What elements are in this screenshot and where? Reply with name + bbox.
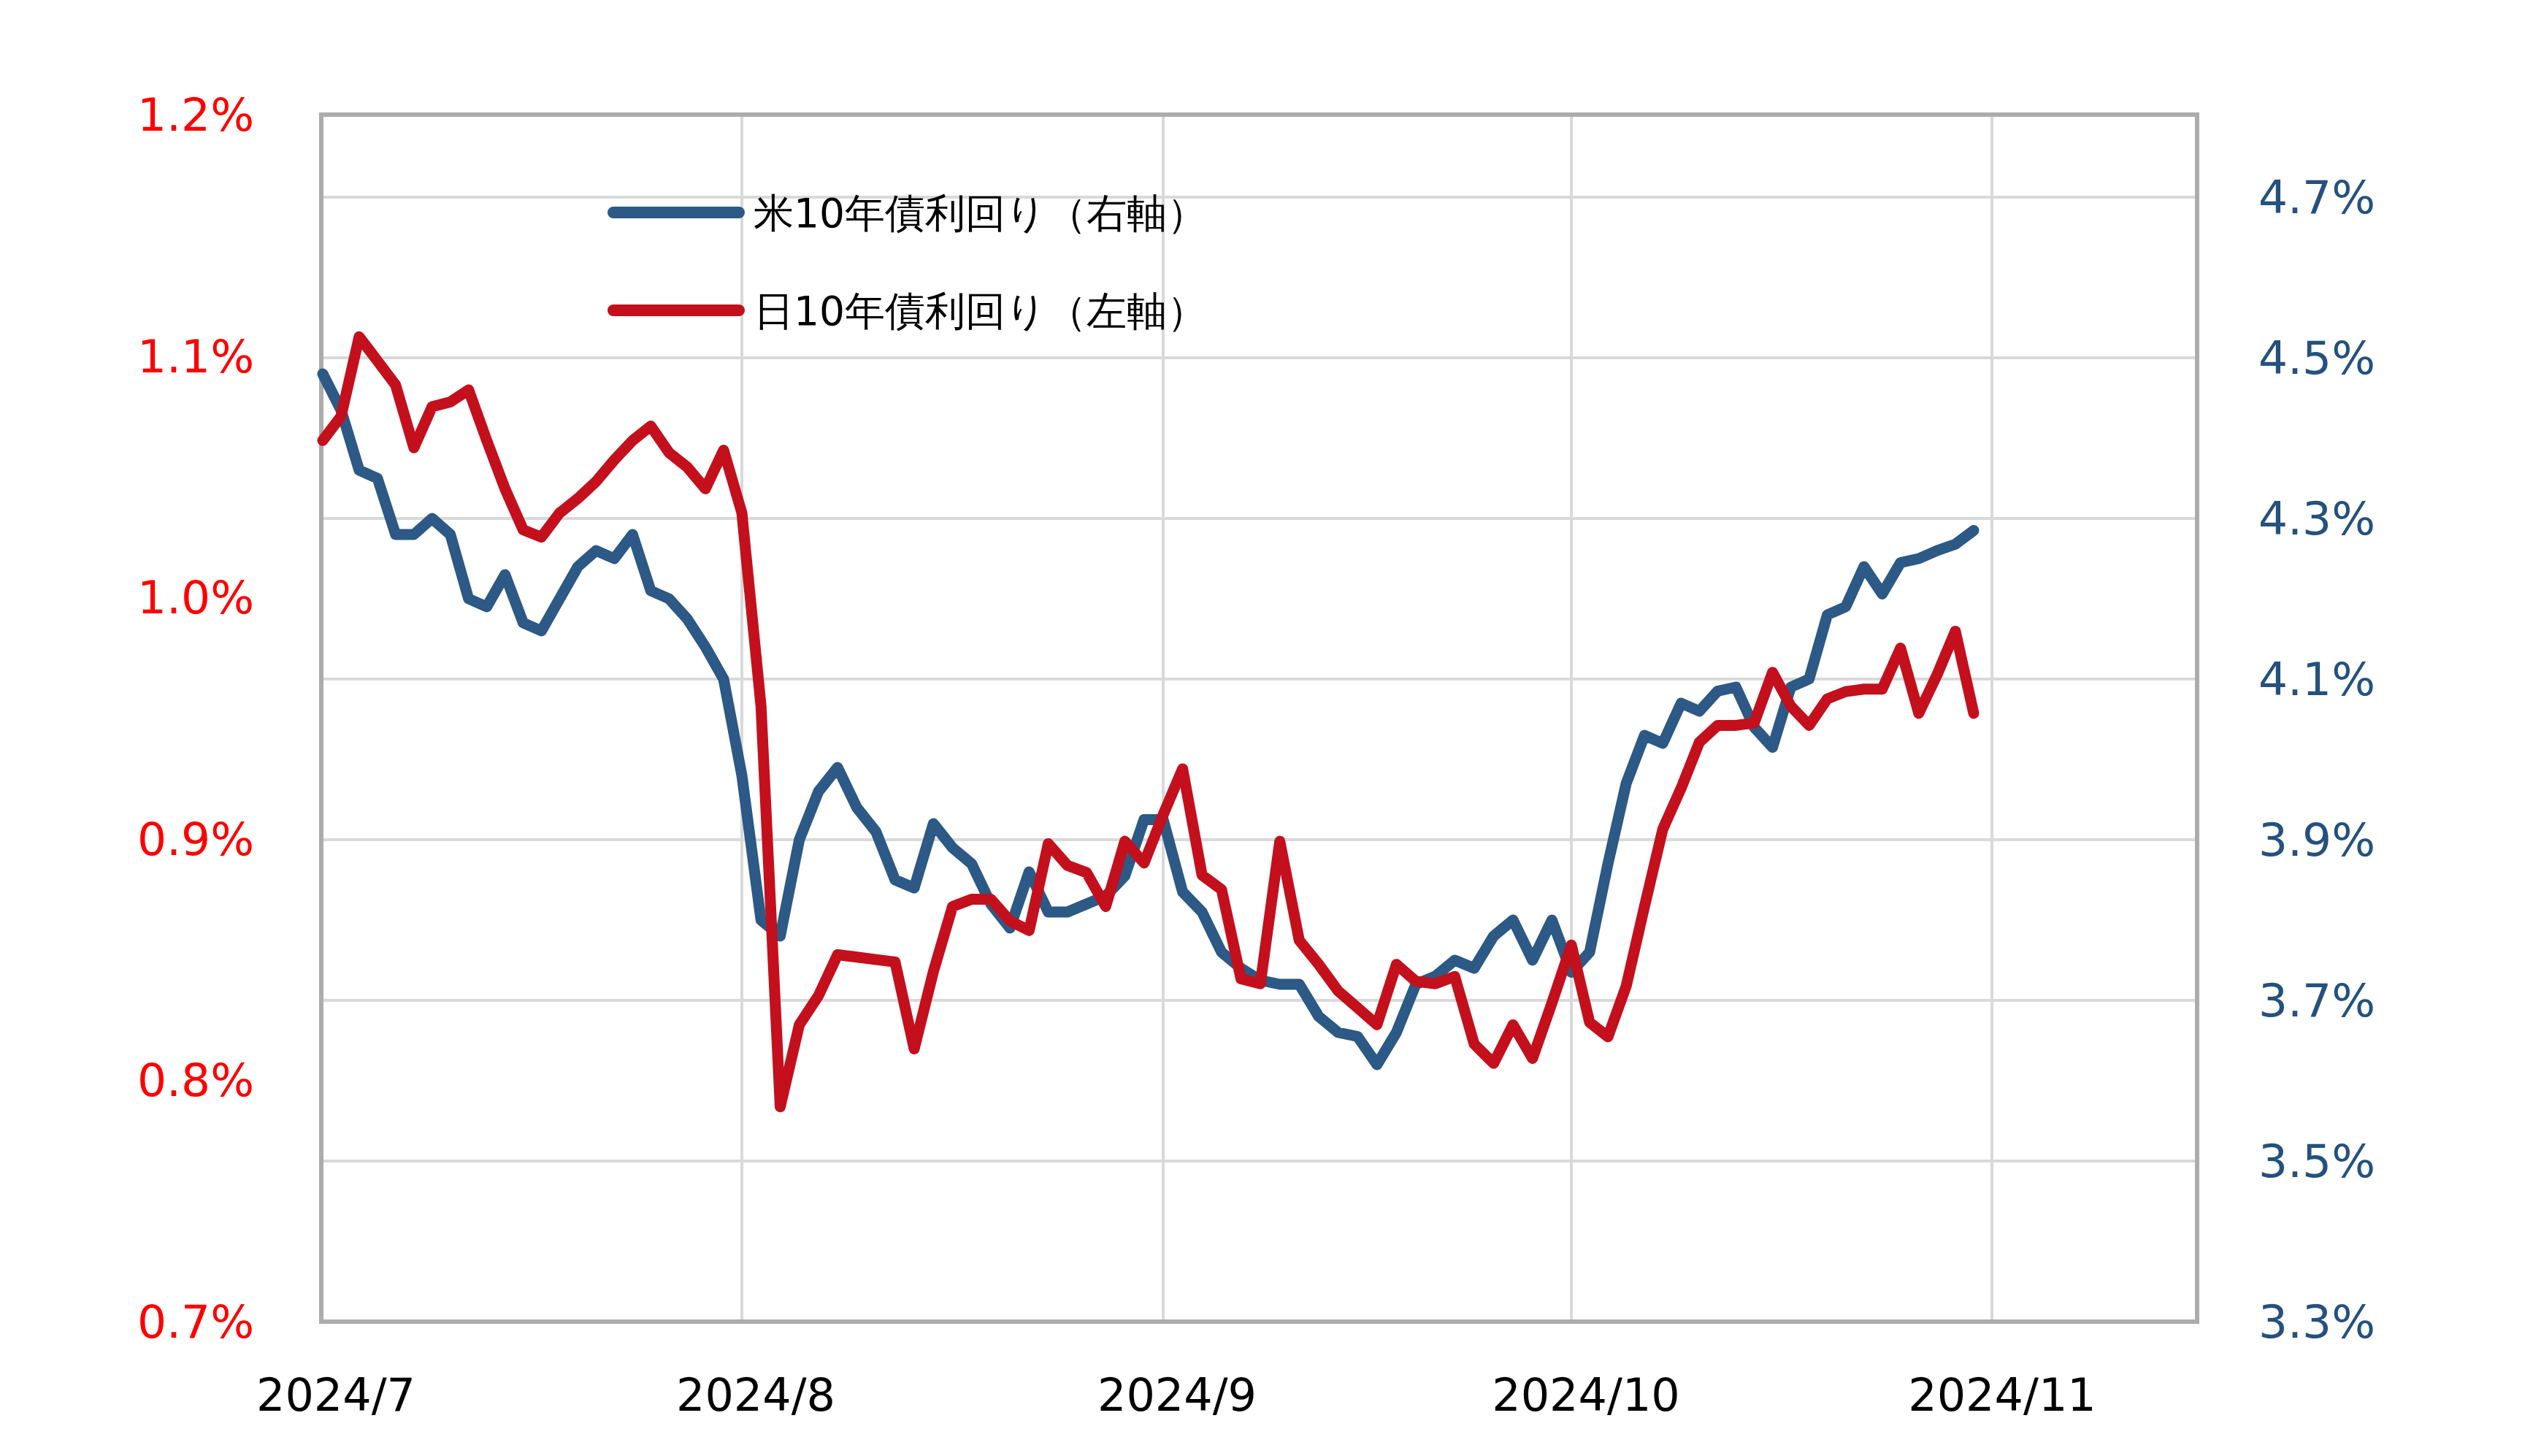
jp-10y-yield-line xyxy=(323,337,1974,1107)
x-axis-tick-label: 2024/7 xyxy=(256,1368,415,1422)
right-axis-tick-label: 3.5% xyxy=(2258,1135,2375,1188)
dual-axis-line-chart: 1.2% 1.1% 1.0% 0.9% 0.8% 0.7% 4.7% 4.5% 4.3% 4.1… xyxy=(0,0,2533,1456)
bond-yield-chart: 1.2% 1.1% 1.0% 0.9% 0.8% 0.7% 4.7% 4.5% 4.3% 4.1… xyxy=(0,0,2533,1456)
x-axis-tick-label: 2024/9 xyxy=(1097,1368,1257,1422)
left-axis-tick-label: 1.0% xyxy=(137,571,254,624)
us-series-legend-label: 米10年債利回り（右軸） xyxy=(754,190,1207,237)
left-axis-tick-label: 1.2% xyxy=(137,88,254,142)
right-axis-tick-label: 4.7% xyxy=(2258,171,2375,224)
x-axis-tick-label: 2024/8 xyxy=(676,1368,835,1422)
left-axis-tick-label: 0.7% xyxy=(137,1295,254,1349)
gridlines xyxy=(321,115,2197,1322)
jp-series-legend-label: 日10年債利回り（左軸） xyxy=(754,288,1207,334)
right-axis-tick-label: 3.3% xyxy=(2258,1295,2375,1349)
left-axis-tick-label: 0.8% xyxy=(137,1054,254,1107)
right-axis-tick-label: 3.9% xyxy=(2258,813,2375,867)
legend: 米10年債利回り（右軸） 日10年債利回り（左軸） xyxy=(613,190,1207,334)
right-axis-tick-label: 4.5% xyxy=(2258,332,2375,385)
left-axis-tick-label: 0.9% xyxy=(137,813,254,866)
x-axis-tick-label: 2024/10 xyxy=(1492,1368,1680,1422)
right-axis-tick-label: 4.1% xyxy=(2258,653,2375,706)
x-axis-tick-label: 2024/11 xyxy=(1908,1368,2096,1422)
us-10y-yield-line xyxy=(323,374,1974,1065)
series-lines xyxy=(323,337,1974,1107)
left-axis-ticks: 1.2% 1.1% 1.0% 0.9% 0.8% 0.7% xyxy=(137,88,254,1349)
left-axis-tick-label: 1.1% xyxy=(137,330,254,383)
x-axis-ticks: 2024/7 2024/8 2024/9 2024/10 2024/11 xyxy=(256,1368,2096,1422)
right-axis-tick-label: 4.3% xyxy=(2258,492,2375,545)
right-axis-tick-label: 3.7% xyxy=(2258,974,2375,1027)
right-axis-ticks: 4.7% 4.5% 4.3% 4.1% 3.9% 3.7% 3.5% 3.3% xyxy=(2258,171,2375,1349)
plot-border xyxy=(321,115,2197,1322)
